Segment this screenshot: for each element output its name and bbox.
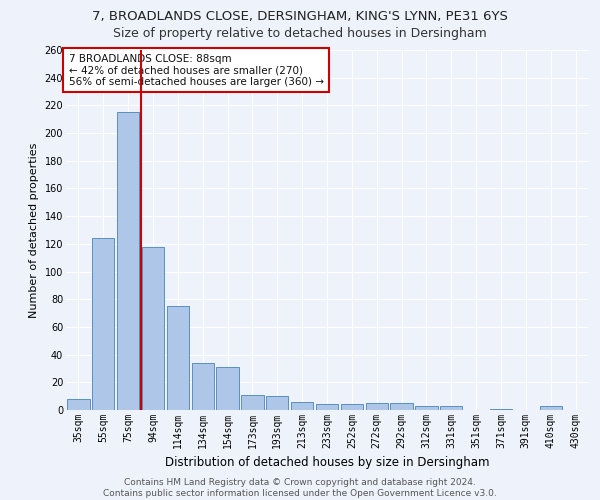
Bar: [341, 404, 363, 410]
Text: Size of property relative to detached houses in Dersingham: Size of property relative to detached ho…: [113, 28, 487, 40]
Bar: [92, 238, 115, 410]
Text: Contains HM Land Registry data © Crown copyright and database right 2024.
Contai: Contains HM Land Registry data © Crown c…: [103, 478, 497, 498]
Bar: [391, 403, 413, 410]
Bar: [167, 306, 189, 410]
Bar: [241, 395, 263, 410]
Bar: [117, 112, 139, 410]
Bar: [539, 406, 562, 410]
Bar: [217, 367, 239, 410]
Text: 7, BROADLANDS CLOSE, DERSINGHAM, KING'S LYNN, PE31 6YS: 7, BROADLANDS CLOSE, DERSINGHAM, KING'S …: [92, 10, 508, 23]
Bar: [415, 406, 437, 410]
Bar: [142, 246, 164, 410]
Y-axis label: Number of detached properties: Number of detached properties: [29, 142, 39, 318]
Bar: [440, 406, 463, 410]
Bar: [266, 396, 289, 410]
Bar: [291, 402, 313, 410]
Bar: [316, 404, 338, 410]
Text: 7 BROADLANDS CLOSE: 88sqm
← 42% of detached houses are smaller (270)
56% of semi: 7 BROADLANDS CLOSE: 88sqm ← 42% of detac…: [68, 54, 323, 87]
Bar: [191, 363, 214, 410]
X-axis label: Distribution of detached houses by size in Dersingham: Distribution of detached houses by size …: [165, 456, 489, 469]
Bar: [67, 399, 89, 410]
Bar: [365, 403, 388, 410]
Bar: [490, 408, 512, 410]
